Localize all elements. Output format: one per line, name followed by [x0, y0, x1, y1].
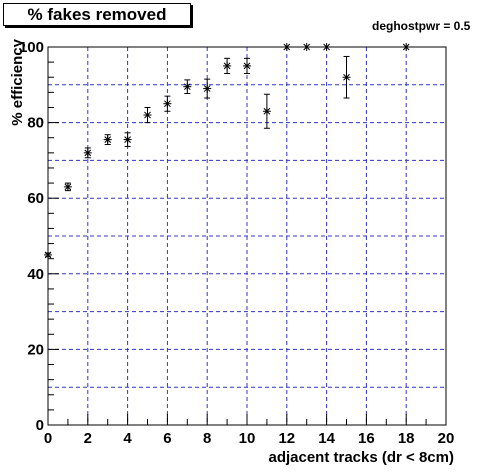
y-tick-label: 80: [27, 115, 44, 132]
data-point: [302, 43, 311, 51]
data-point: [183, 79, 192, 94]
data-point: [63, 182, 72, 192]
marker-stroke: [84, 149, 92, 157]
grid-lines: [48, 47, 446, 425]
marker-stroke: [104, 136, 112, 143]
data-point: [44, 250, 52, 259]
x-tick-label: 20: [438, 430, 455, 447]
y-tick-label: 100: [19, 39, 44, 56]
marker-stroke: [164, 100, 171, 108]
x-tick-label: 12: [278, 430, 295, 447]
axis-ticks: [47, 46, 447, 426]
marker-stroke: [124, 136, 131, 143]
data-point: [322, 43, 331, 51]
y-tick-label: 20: [27, 341, 44, 358]
x-tick-label: 6: [163, 430, 171, 447]
data-point: [203, 78, 212, 99]
y-tick-label: 0: [36, 417, 44, 434]
data-points: [44, 43, 411, 259]
marker-stroke: [263, 107, 271, 115]
data-point: [243, 57, 251, 74]
x-tick-label: 14: [318, 430, 335, 447]
marker-stroke: [283, 43, 291, 51]
marker-stroke: [323, 43, 330, 51]
data-point: [143, 106, 152, 124]
y-tick-label: 60: [27, 190, 44, 207]
marker-stroke: [402, 43, 410, 51]
marker-stroke: [144, 111, 151, 119]
data-point: [123, 132, 132, 147]
data-point: [342, 55, 351, 99]
data-point: [282, 43, 291, 51]
marker-stroke: [183, 83, 191, 91]
chart-title-box: % fakes removed: [3, 3, 191, 26]
marker-stroke: [223, 62, 231, 70]
data-point: [163, 95, 172, 112]
x-tick-label: 16: [358, 430, 375, 447]
chart-subtitle: deghostpwr = 0.5: [372, 19, 471, 33]
data-point: [402, 43, 411, 51]
chart-title: % fakes removed: [27, 4, 167, 24]
x-axis-label: adjacent tracks (dr < 8cm): [268, 449, 454, 466]
x-tick-label: 4: [123, 430, 132, 447]
x-tick-label: 10: [239, 430, 256, 447]
data-point: [83, 147, 92, 159]
marker-stroke: [203, 85, 211, 92]
x-tick-label: 8: [203, 430, 211, 447]
marker-stroke: [64, 183, 72, 191]
y-axis-label: % efficiency: [9, 38, 26, 125]
x-tick-label: 18: [398, 430, 415, 447]
marker-stroke: [44, 251, 52, 259]
x-tick-label: 0: [44, 430, 52, 447]
data-point: [103, 134, 112, 146]
marker-stroke: [243, 62, 251, 70]
data-point: [223, 57, 232, 74]
data-point: [262, 93, 271, 129]
y-tick-label: 40: [27, 266, 44, 283]
x-tick-label: 2: [84, 430, 92, 447]
tick-labels: 0 2 4 6 8 10 12 14 16 18 20 0 20 40 60 80 100: [19, 39, 454, 447]
marker-stroke: [303, 43, 311, 51]
marker-stroke: [343, 73, 350, 81]
